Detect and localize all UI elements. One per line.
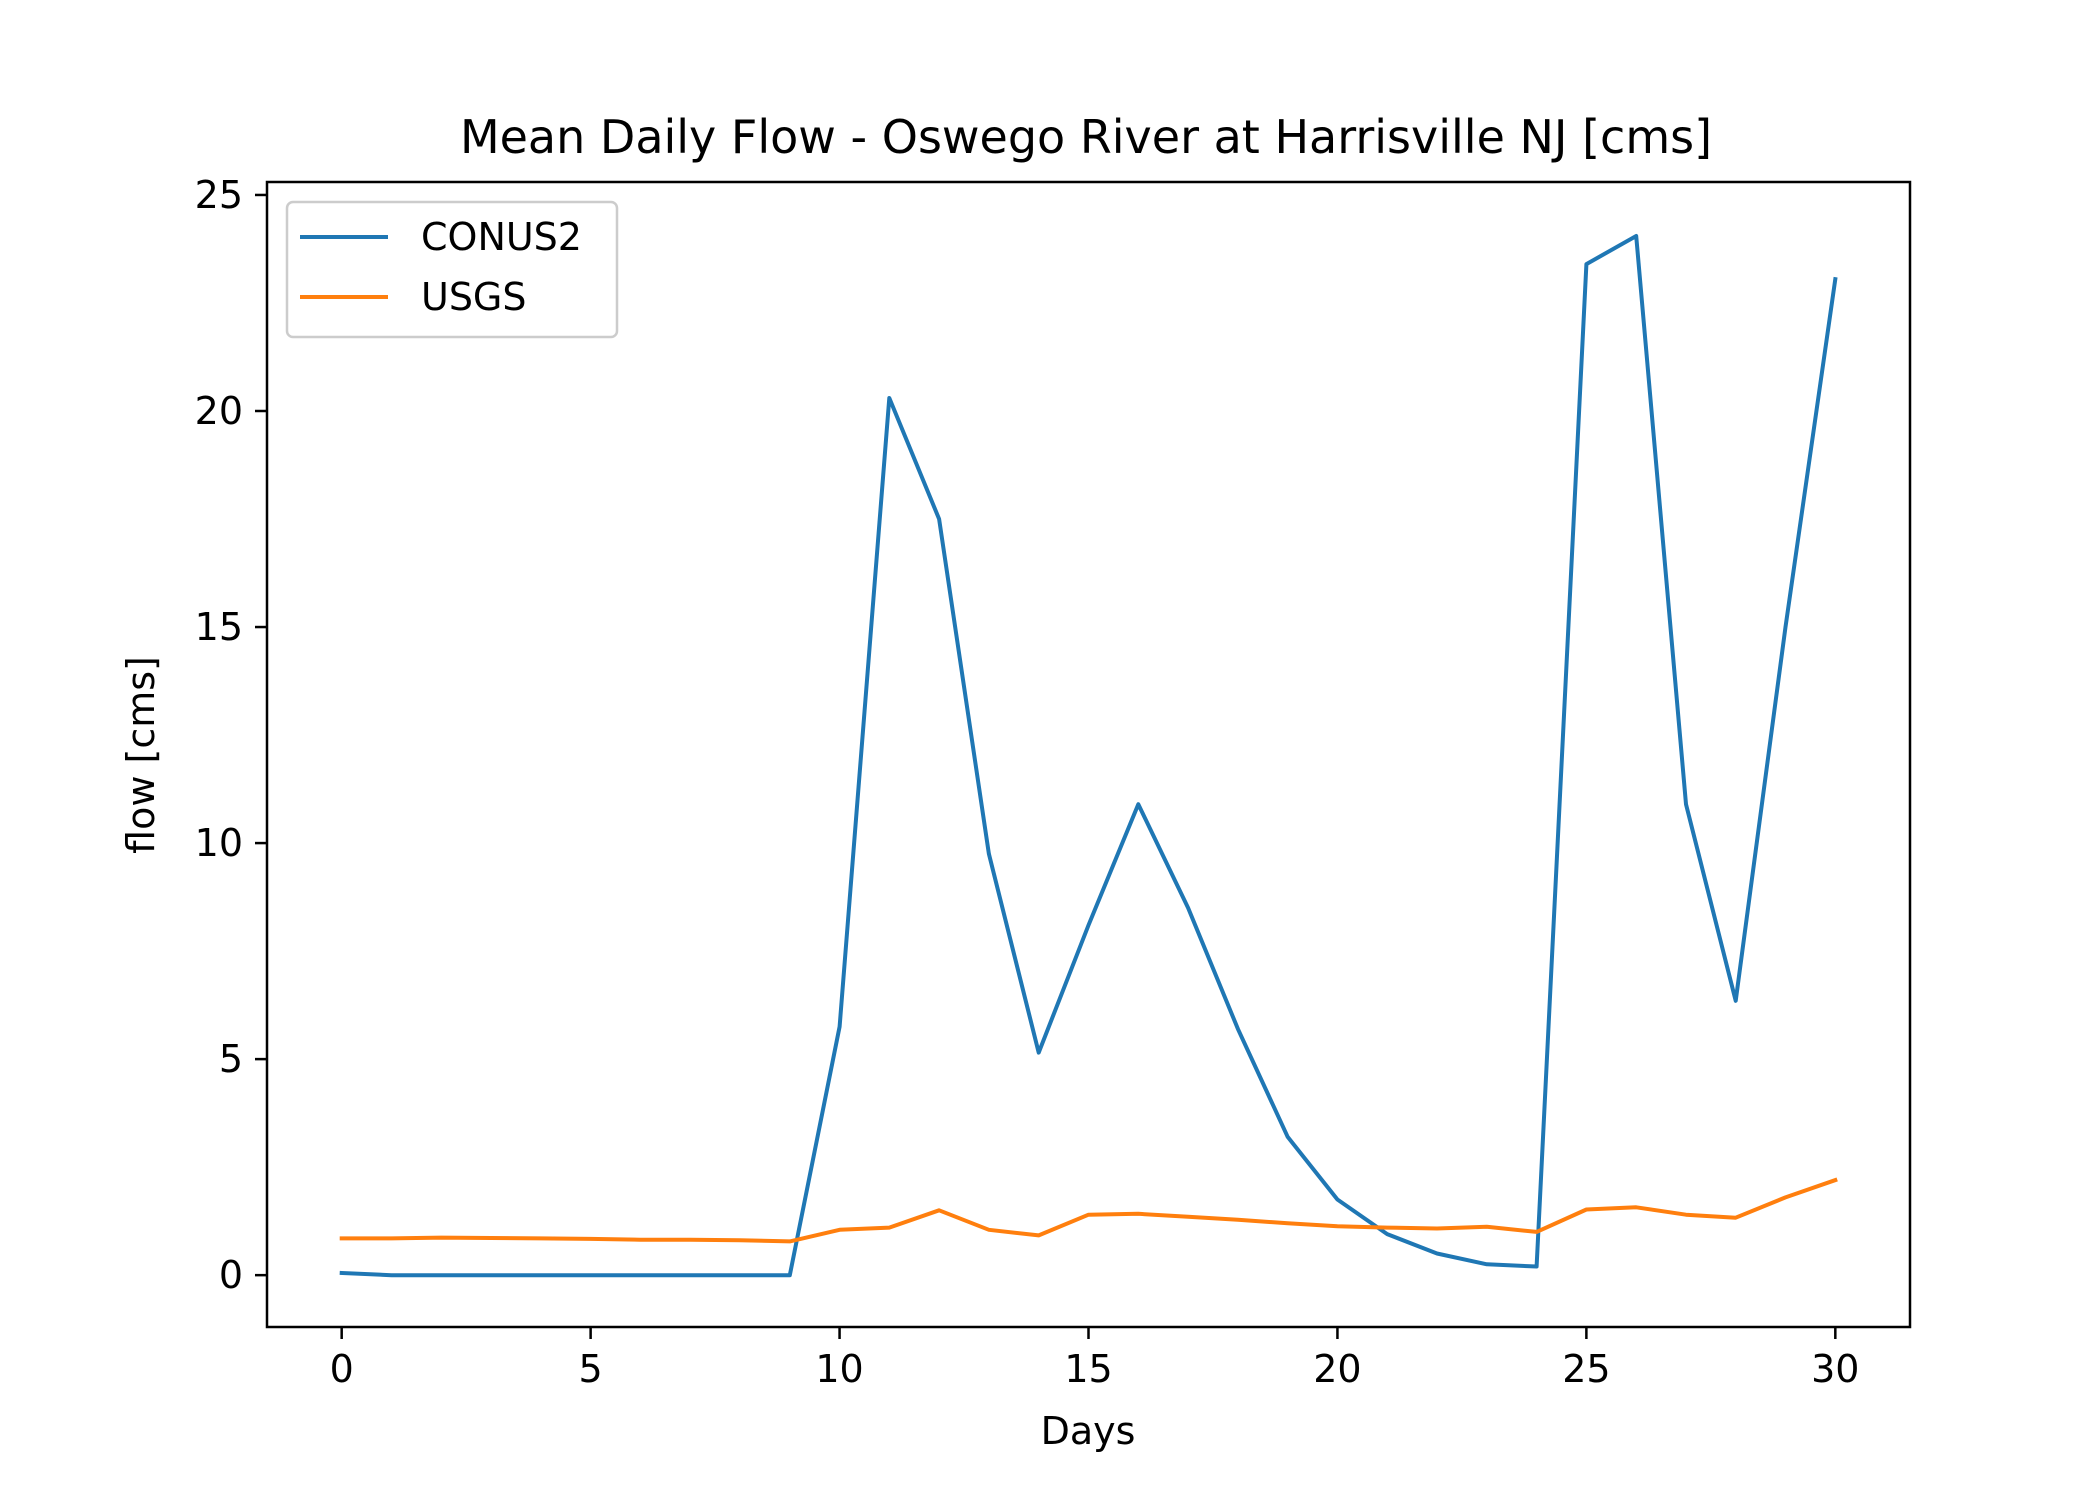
y-tick-label: 20 <box>195 389 243 433</box>
x-tick-label: 0 <box>330 1347 354 1391</box>
x-tick-label: 15 <box>1064 1347 1112 1391</box>
x-tick-label: 30 <box>1811 1347 1859 1391</box>
series-line-usgs <box>339 1177 1838 1244</box>
y-tick-label: 25 <box>195 173 243 217</box>
legend-label-usgs: USGS <box>421 275 527 319</box>
y-tick-label: 15 <box>195 605 243 649</box>
plot-area <box>339 234 1838 1278</box>
y-axis: 0 5 10 15 20 25 <box>195 173 267 1297</box>
chart-title: Mean Daily Flow - Oswego River at Harris… <box>460 110 1712 164</box>
series-line-conus2 <box>339 234 1838 1278</box>
y-axis-label: flow [cms] <box>119 656 163 854</box>
legend: CONUS2 USGS <box>285 200 619 339</box>
legend-label-conus2: CONUS2 <box>421 215 582 259</box>
x-tick-label: 10 <box>815 1347 863 1391</box>
x-axis: 0 5 10 15 20 25 30 <box>330 1327 1859 1391</box>
y-tick-label: 10 <box>195 821 243 865</box>
y-tick-label: 0 <box>219 1253 243 1297</box>
x-tick-label: 20 <box>1313 1347 1361 1391</box>
x-tick-label: 25 <box>1562 1347 1610 1391</box>
y-tick-label: 5 <box>219 1037 243 1081</box>
x-axis-label: Days <box>1041 1409 1136 1453</box>
x-tick-label: 5 <box>579 1347 603 1391</box>
